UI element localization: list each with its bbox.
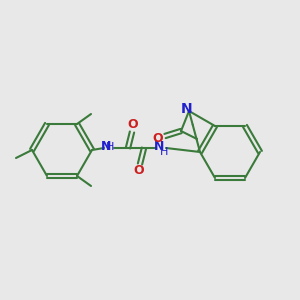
Text: H: H <box>106 142 114 152</box>
Text: N: N <box>181 102 193 116</box>
Text: H: H <box>160 147 168 157</box>
Text: O: O <box>128 118 138 131</box>
Text: O: O <box>134 164 144 178</box>
Text: N: N <box>154 140 164 154</box>
Text: O: O <box>153 131 163 145</box>
Text: N: N <box>101 140 111 154</box>
